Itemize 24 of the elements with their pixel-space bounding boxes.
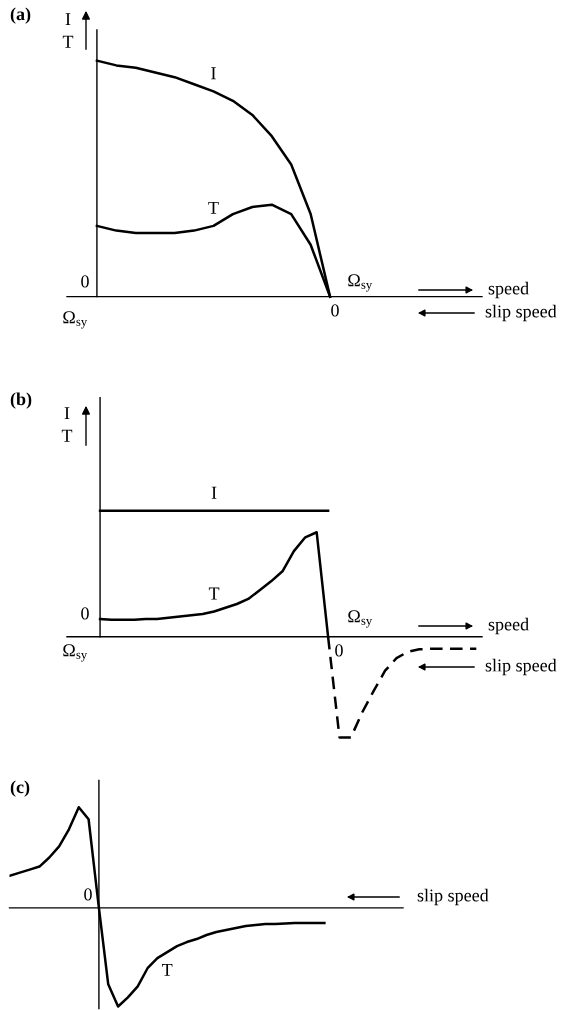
series-label: I	[211, 67, 216, 80]
series-label: I	[211, 486, 217, 499]
annotation: 0	[81, 275, 89, 288]
text: Ω$_{sy}$	[63, 311, 88, 329]
annotation: 0	[335, 644, 343, 657]
text: speed	[488, 617, 529, 635]
chart-title: (b)	[10, 392, 32, 409]
chart-title: (a)	[10, 7, 31, 24]
text: 0	[331, 304, 339, 317]
annotation: Ω$_{sy}$	[348, 274, 373, 292]
text: slip speed	[485, 658, 557, 676]
text: slip speed	[417, 888, 489, 906]
series-label: T	[208, 587, 220, 600]
annotation: 0	[84, 888, 92, 901]
y-axis-title: I T	[61, 407, 73, 442]
text: slip speed	[485, 304, 557, 322]
series-label: T	[162, 963, 173, 976]
text: Ω$_{sy}$	[63, 644, 88, 662]
text: 0	[81, 607, 89, 620]
chart-title: (c)	[10, 780, 30, 797]
y-axis-title: I T	[62, 13, 74, 48]
text: speed	[488, 281, 529, 299]
annotation: Ω$_{sy}$	[348, 610, 373, 628]
series-label: T	[208, 201, 219, 214]
